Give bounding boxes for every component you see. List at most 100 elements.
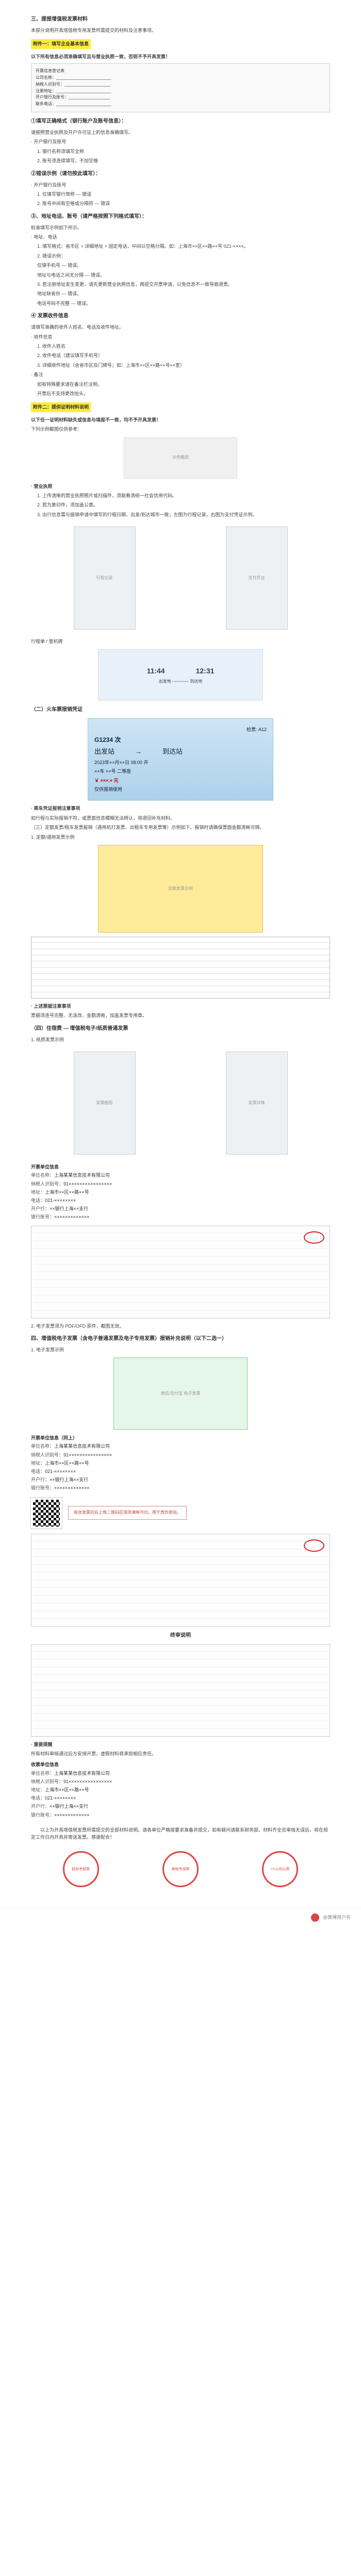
label: 地址： — [31, 1190, 45, 1195]
para: 下列示例截图仅供参考： — [31, 426, 330, 433]
ticket-text: 检票: A12 — [247, 726, 267, 733]
list-item: 3. 出行信息需与报销申请中填写的行程日期、出发/到达城市一致；左图为行程记录，… — [37, 511, 330, 518]
subhead: · 地址、电话 — [31, 233, 330, 241]
screenshot-pair: 行程记录 支付凭证 — [31, 522, 330, 634]
warning-attach2: 以下任一证明材料缺失或信息与填报不一致，均不予开具发票！ — [31, 416, 330, 423]
block-title: 收票单位信息 — [31, 1760, 330, 1769]
ticket-from: 出发站 — [94, 747, 114, 757]
box-line: 公司名称：________________________ — [36, 75, 325, 81]
company-info-block: 开票单位信息 单位名称：上海某某信息技术有限公司 纳税人识别号：91××××××… — [31, 1163, 330, 1221]
label: 纳税人识别号： — [31, 1779, 63, 1784]
circle-annotation — [304, 1231, 324, 1244]
label: 电话： — [31, 1795, 45, 1801]
block-title: 开票单位信息（同上） — [31, 1434, 330, 1442]
value: 上海市××区××路××号 — [45, 1461, 89, 1466]
heading-wrong: ②错误示例（请勿按此填写）： — [31, 170, 330, 178]
stamp-row: 财务专用章 审核专用章 ××公司公章 — [31, 1851, 330, 1887]
footer-username: @微博用户名 — [323, 1915, 351, 1920]
list-item: 2. 电子发票须为 PDF/OFD 原件，截图无效。 — [31, 1323, 330, 1330]
warning-attach1: 以下所有信息必须准确填写且与营业执照一致，否则不予开具发票！ — [31, 53, 330, 60]
label: 开户行： — [31, 1477, 50, 1482]
value: 91×××××××××××××××× — [63, 1452, 112, 1458]
trip-time: 12:31 — [196, 665, 215, 676]
para: 如行程与实际报销不符，或票面信息模糊无法辨认，将退回补充材料。 — [31, 815, 330, 822]
screenshot-placeholder: 示例截图 — [124, 437, 237, 479]
list-item: 2. 若为复印件，须加盖公章。 — [37, 501, 330, 509]
list-item: 1. 填写格式：省市区 + 详细地址 + 固定电话，中间以空格分隔。如：上海市×… — [37, 243, 330, 250]
value: 上海市××区××路××号 — [45, 1190, 89, 1195]
list-item: 2. 账号须连续填写，不加空格 — [37, 157, 330, 164]
label: 银行账号： — [31, 1812, 54, 1818]
avatar-icon — [311, 1913, 319, 1922]
value: ××××××××××××× — [54, 1214, 89, 1219]
value: 91×××××××××××××××× — [63, 1181, 112, 1187]
company-info-block: 收票单位信息 单位名称：上海某某信息技术有限公司 纳税人识别号：91××××××… — [31, 1760, 330, 1819]
para: （三）定额发票/租车发票报销（通用机打发票、出租车专用发票等）示例如下。报销时请… — [31, 824, 330, 831]
para: 所有材料审核通过后方安排开票，虚假材料将承担相应责任。 — [31, 1750, 330, 1757]
label: 地址： — [31, 1461, 45, 1466]
value: ××××××××××××× — [54, 1485, 89, 1490]
list-item: 1. 上传清晰的营业执照照片或扫描件，须能看清统一社会信用代码。 — [37, 492, 330, 499]
label: 单位名称： — [31, 1173, 54, 1178]
value: ××银行上海××支行 — [50, 1804, 88, 1809]
ticket-text: 仅供报销使用 — [94, 786, 122, 793]
block-title: 开票单位信息 — [31, 1163, 330, 1171]
invoice-placeholder — [31, 1226, 330, 1318]
label: 开户行： — [31, 1804, 50, 1809]
itinerary-placeholder: 11:44 12:31 出发地 ———— 到达地 — [98, 649, 263, 701]
invoice-placeholder — [31, 1644, 330, 1737]
value: 91×××××××××××××××× — [63, 1779, 112, 1784]
list-item: 1. 仅填写银行简称 — 错误 — [37, 191, 330, 198]
trip-route: 出发地 ———— 到达地 — [159, 679, 202, 685]
quota-invoice-placeholder: 定额发票示例 — [98, 845, 263, 933]
para: 本部分说明开具增值税专用发票所需提交的材料及注意事项。 — [31, 27, 330, 34]
subhead: · 开户银行及账号 — [31, 181, 330, 189]
heading-train: （二）火车票报销凭证 — [31, 706, 330, 714]
invoice-placeholder — [31, 1534, 330, 1626]
list-item: 地址与电话之间无分隔 — 错误。 — [37, 272, 330, 279]
list-item: 电话号码不完整 — 错误。 — [37, 300, 330, 307]
highlight-attach2: 附件二：提供证明材料说明 — [31, 402, 91, 412]
circle-annotation — [304, 1539, 324, 1552]
conclusion-para: 以上为开具增值税发票所需提交的全部材料说明。请各单位严格按要求准备并提交，如有疑… — [31, 1826, 330, 1841]
list-item: 1. 银行名称须填写全称 — [37, 148, 330, 155]
subhead: · 收件信息 — [31, 333, 330, 341]
para: 请按照营业执照及开户许可证上的信息准确填写。 — [31, 129, 330, 136]
value: ××××××××××××× — [54, 1812, 89, 1818]
ticket-text: 2023年××月××日 08:00 开 — [94, 759, 149, 766]
label: 地址： — [31, 1787, 45, 1792]
list-item: 1. 纸质发票示例 — [31, 1036, 330, 1043]
heading-bank: ①填写正确格式（银行账户及账号信息）： — [31, 117, 330, 126]
list-item: 如有特殊要求请在备注栏注明。 — [37, 381, 330, 388]
subhead-red: · 上述票据注意事项 — [31, 1003, 330, 1010]
mobile-screenshot: 发票截图 — [74, 1052, 136, 1155]
box-line: 开户银行及账号：__________________ — [36, 94, 325, 101]
qr-note-box: 每张发票的右上角二维码区域须清晰可扫，用于真伪查验。 — [68, 1506, 187, 1520]
stamp-icon: 审核专用章 — [162, 1851, 199, 1887]
list-item: 3. 详细收件地址（含省市区及门牌号；如：上海市××区××路××号××室） — [37, 362, 330, 369]
einvoice-placeholder: 微信/支付宝 电子发票 — [113, 1358, 248, 1430]
footer: @微博用户名 — [0, 1908, 361, 1927]
value: 021-×××××××× — [45, 1469, 76, 1474]
heading-hotel: （四）住宿费 — 增值税电子/纸质普通发票 — [31, 1025, 330, 1033]
label: 单位名称： — [31, 1771, 54, 1776]
list-item: 开票后不支持更改抬头。 — [37, 390, 330, 397]
box-line: 联系电话：________________________ — [36, 101, 325, 108]
list-item: 2. 账号中间有空格或分隔符 — 错误 — [37, 200, 330, 207]
label: 银行账号： — [31, 1485, 54, 1490]
trip-time: 11:44 — [147, 665, 165, 676]
value: 上海某某信息技术有限公司 — [54, 1173, 110, 1178]
heading-recv: ④ 发票收件信息 — [31, 312, 330, 320]
screenshot-pair: 发票截图 发票详情 — [31, 1047, 330, 1159]
para: 标准填写示例如下所示。 — [31, 224, 330, 231]
label: 电话： — [31, 1198, 45, 1203]
mobile-screenshot: 发票详情 — [226, 1052, 288, 1155]
list-item: 仅填手机号 — 错误。 — [37, 262, 330, 269]
para: 票据须连号完整、无涂改、金额清晰，加盖发票专用章。 — [31, 1012, 330, 1019]
ticket-text: ××车 ××号 二等座 — [94, 768, 131, 775]
stamp-icon: 财务专用章 — [63, 1851, 99, 1887]
list-item: 1. 收件人姓名 — [37, 343, 330, 350]
box-line: 纳税人识别号：____________________ — [36, 81, 325, 88]
mobile-screenshot: 行程记录 — [74, 527, 136, 630]
box-line: 注册地址：________________________ — [36, 88, 325, 95]
